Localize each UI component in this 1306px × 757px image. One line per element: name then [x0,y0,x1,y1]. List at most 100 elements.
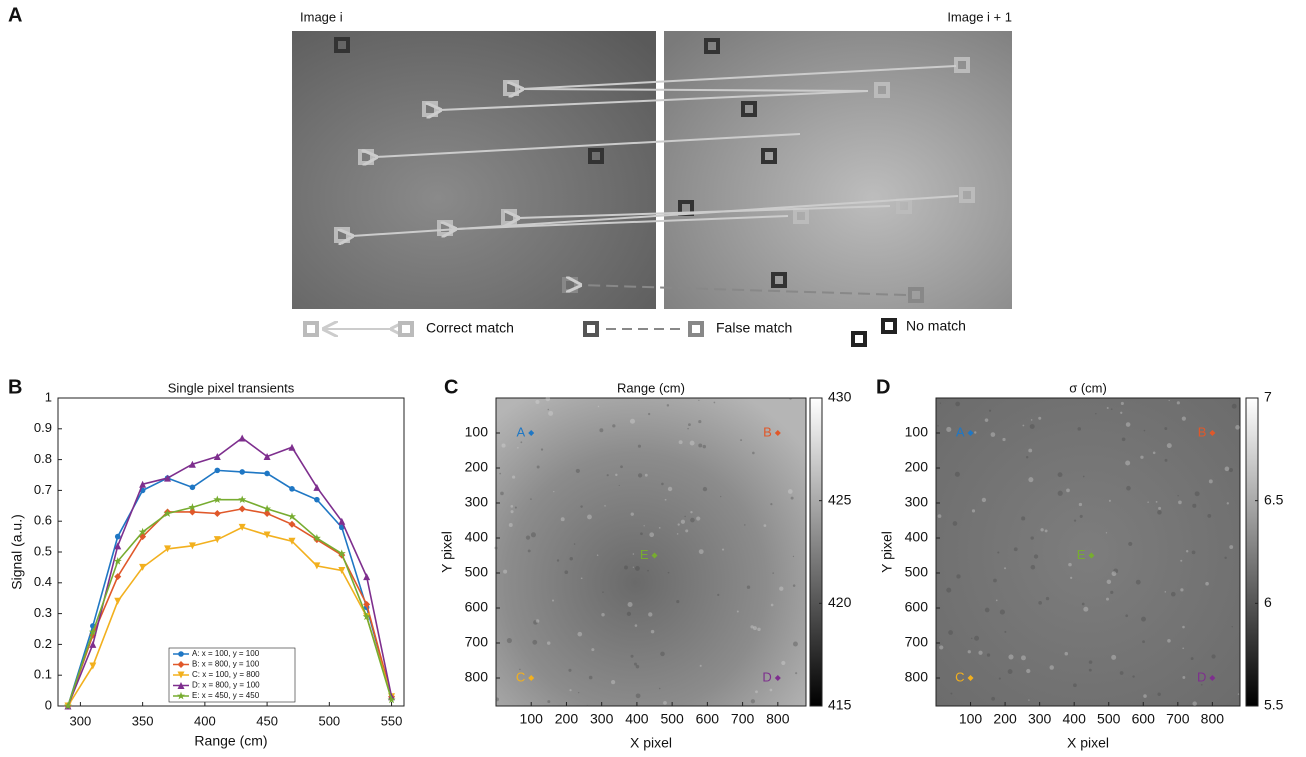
texture [779,587,783,591]
texture [1095,413,1096,414]
texture [511,505,514,508]
x-tick-label: 600 [696,711,720,727]
texture [557,559,559,561]
texture [599,428,603,432]
texture [950,693,952,695]
x-tick-label: 200 [993,711,1017,727]
texture [574,543,576,545]
texture [1079,503,1082,506]
point-label: C [516,669,525,684]
texture [793,556,794,557]
texture [1109,500,1111,502]
texture [1167,639,1171,643]
texture [772,572,774,574]
panel-label: C [444,376,458,398]
texture [515,506,517,508]
y-axis-label: Y pixel [439,531,455,573]
texture [993,579,997,583]
y-tick-label: 600 [465,599,489,615]
texture [1111,655,1116,660]
texture [1026,456,1028,458]
texture [791,497,794,500]
texture [793,584,796,587]
texture [1177,401,1180,404]
texture [520,441,522,443]
texture [1195,491,1200,496]
texture [648,612,652,616]
legend-marker [178,651,184,657]
texture [1147,501,1149,503]
data-point [115,534,121,540]
texture [1229,545,1233,549]
texture [1000,610,1005,615]
texture [1008,654,1013,659]
texture [985,418,989,422]
texture [531,532,536,537]
data-point [190,485,196,491]
texture [1045,529,1048,532]
x-tick-label: 400 [1063,711,1087,727]
texture [987,653,990,656]
texture [1125,461,1130,466]
texture [1157,510,1162,515]
texture [677,533,679,535]
texture [1046,597,1049,600]
x-axis-label: X pixel [630,735,672,751]
x-tick-label: 500 [1097,711,1121,727]
texture [635,624,638,627]
x-tick-label: 100 [520,711,544,727]
texture [1107,407,1109,409]
texture [1180,560,1182,562]
x-tick-label: 550 [381,713,403,728]
texture [564,570,568,574]
texture [1083,476,1085,478]
texture [1049,665,1054,670]
y-tick-label: 200 [465,459,489,475]
texture [1164,427,1167,430]
texture [1171,592,1176,597]
texture [1126,422,1131,427]
texture [668,572,670,574]
y-tick-label: 800 [905,669,929,685]
texture [660,652,665,657]
texture [982,498,986,502]
texture [591,648,594,651]
texture [1235,425,1240,430]
y-tick-label: 100 [905,424,929,440]
texture [1034,554,1038,558]
texture [499,473,501,475]
texture [938,514,942,518]
texture [684,516,686,518]
y-tick-label: 500 [905,564,929,580]
texture [536,619,540,623]
texture [1192,550,1196,554]
colorbar-tick-label: 415 [828,697,852,713]
texture [495,698,499,702]
texture [1126,486,1131,491]
texture [1238,693,1239,694]
texture [1089,669,1092,672]
texture [1141,617,1146,622]
texture [1065,652,1069,656]
texture [1157,693,1160,696]
y-tick-label: 0.4 [34,574,52,589]
texture [638,445,641,448]
texture [1112,571,1117,576]
chart-title: σ (cm) [1069,380,1107,395]
texture [647,570,649,572]
x-tick-label: 400 [194,713,216,728]
texture [940,403,941,404]
texture [687,428,689,430]
texture [512,475,515,478]
texture [1125,614,1128,617]
texture [601,613,604,616]
y-tick-label: 0.1 [34,667,52,682]
texture [628,602,633,607]
texture [698,400,699,401]
texture [1211,654,1215,658]
texture [789,397,791,399]
texture [1132,675,1134,677]
y-tick-label: 0.8 [34,451,52,466]
texture [1077,427,1081,431]
texture [676,600,679,603]
